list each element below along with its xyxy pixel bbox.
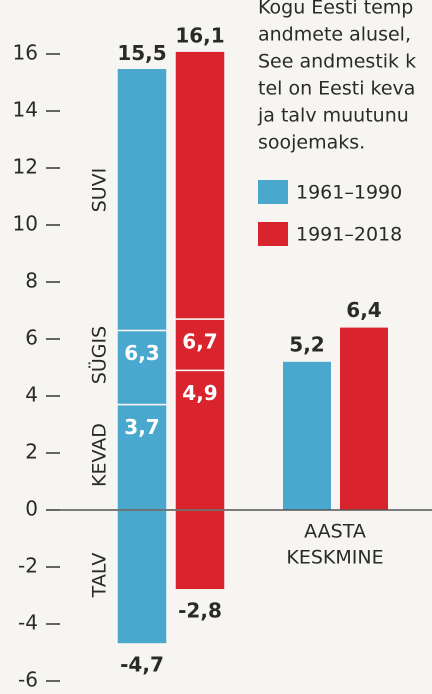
legend-swatch: [258, 222, 288, 246]
value-label: 6,4: [346, 298, 381, 322]
y-tick-label: 2: [25, 440, 38, 464]
value-label: 5,2: [289, 332, 324, 356]
y-tick-label: 0: [25, 497, 38, 521]
value-label: 6,7: [182, 330, 217, 354]
season-label: SÜGIS: [88, 326, 111, 384]
y-tick-label: 10: [13, 212, 38, 236]
legend-label: 1991–2018: [296, 224, 402, 246]
y-tick-label: 14: [13, 98, 38, 122]
bar-segment: [175, 510, 225, 590]
season-label: KEVAD: [89, 423, 111, 487]
y-tick-label: 16: [13, 41, 38, 65]
y-tick-label: 6: [25, 326, 38, 350]
annotation: soojemaks.: [258, 132, 365, 154]
value-label: -4,7: [120, 652, 164, 676]
y-tick-label: 4: [25, 383, 38, 407]
y-tick-label: -6: [18, 668, 38, 692]
value-label: 3,7: [124, 415, 159, 439]
value-label: 4,9: [182, 381, 217, 405]
legend-label: 1961–1990: [296, 182, 402, 204]
bar: [340, 328, 388, 510]
value-label: 6,3: [124, 341, 159, 365]
y-tick-label: 8: [25, 269, 38, 293]
annotation: tel on Eesti keva: [258, 78, 415, 100]
annotation: See andmestik k: [258, 51, 416, 73]
y-tick-label: 12: [13, 155, 38, 179]
x-label: AASTA: [304, 521, 366, 543]
annotation: Kogu Eesti temp: [258, 0, 413, 19]
season-label: SUVI: [89, 168, 111, 213]
bar-segment: [117, 510, 167, 644]
value-label: -2,8: [178, 598, 222, 622]
annotation: ja talv muutunu: [257, 105, 409, 127]
annotation: andmete alusel,: [258, 24, 411, 46]
y-tick-label: -2: [18, 554, 38, 578]
bar-segment: [175, 51, 225, 319]
bar-segment: [117, 68, 167, 330]
x-label: KESKMINE: [286, 547, 383, 569]
bar: [283, 362, 331, 510]
chart: -6 -4 -2 0 2 4 6 8 10 12 14 16 Kogu Eesti temp andmet…: [0, 0, 432, 694]
y-tick-label: -4: [18, 611, 38, 635]
page: {"chart_data": [ {"type": "season-bar", …: [0, 0, 432, 694]
value-label: 16,1: [175, 24, 224, 48]
season-label: TALV: [89, 553, 111, 599]
legend-swatch: [258, 180, 288, 204]
value-label: 15,5: [117, 41, 166, 65]
